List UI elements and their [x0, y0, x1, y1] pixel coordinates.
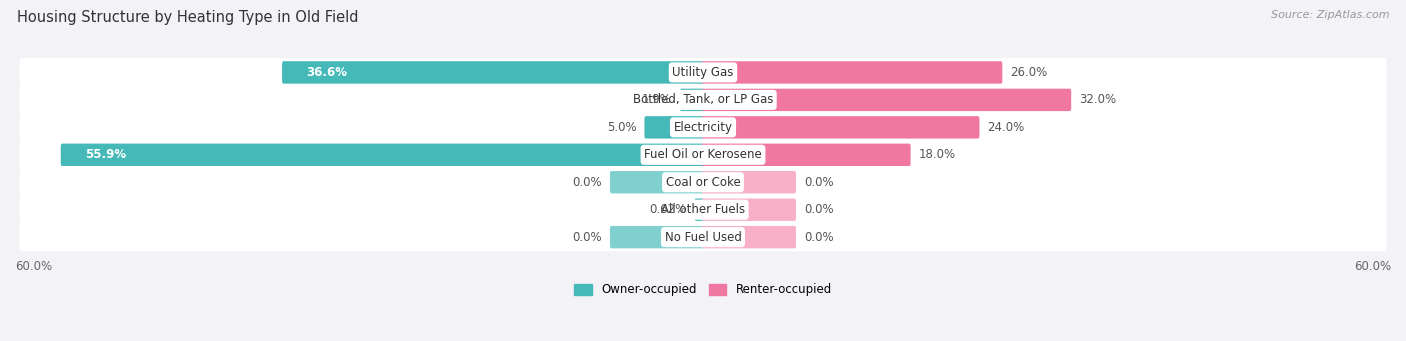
Text: Coal or Coke: Coal or Coke [665, 176, 741, 189]
Text: 0.0%: 0.0% [572, 176, 602, 189]
FancyBboxPatch shape [702, 226, 796, 248]
Text: Electricity: Electricity [673, 121, 733, 134]
FancyBboxPatch shape [702, 89, 1071, 111]
Text: 60.0%: 60.0% [15, 261, 52, 273]
FancyBboxPatch shape [695, 198, 704, 221]
FancyBboxPatch shape [681, 89, 704, 111]
FancyBboxPatch shape [20, 58, 1386, 87]
Legend: Owner-occupied, Renter-occupied: Owner-occupied, Renter-occupied [569, 279, 837, 301]
FancyBboxPatch shape [20, 168, 1386, 196]
FancyBboxPatch shape [702, 171, 796, 193]
Text: Fuel Oil or Kerosene: Fuel Oil or Kerosene [644, 148, 762, 161]
Text: No Fuel Used: No Fuel Used [665, 231, 741, 244]
FancyBboxPatch shape [20, 195, 1386, 224]
FancyBboxPatch shape [20, 113, 1386, 142]
Text: 0.0%: 0.0% [804, 203, 834, 216]
FancyBboxPatch shape [610, 226, 704, 248]
Text: 26.0%: 26.0% [1011, 66, 1047, 79]
Text: 0.62%: 0.62% [650, 203, 686, 216]
FancyBboxPatch shape [20, 223, 1386, 251]
FancyBboxPatch shape [702, 144, 911, 166]
Text: All other Fuels: All other Fuels [661, 203, 745, 216]
FancyBboxPatch shape [610, 171, 704, 193]
Text: 60.0%: 60.0% [1354, 261, 1391, 273]
FancyBboxPatch shape [20, 140, 1386, 169]
Text: 5.0%: 5.0% [607, 121, 637, 134]
Text: 55.9%: 55.9% [84, 148, 127, 161]
Text: 18.0%: 18.0% [918, 148, 956, 161]
FancyBboxPatch shape [20, 86, 1386, 114]
FancyBboxPatch shape [702, 61, 1002, 84]
Text: Housing Structure by Heating Type in Old Field: Housing Structure by Heating Type in Old… [17, 10, 359, 25]
FancyBboxPatch shape [60, 144, 704, 166]
Text: Utility Gas: Utility Gas [672, 66, 734, 79]
FancyBboxPatch shape [644, 116, 704, 138]
Text: 1.9%: 1.9% [643, 93, 672, 106]
Text: Source: ZipAtlas.com: Source: ZipAtlas.com [1271, 10, 1389, 20]
Text: 0.0%: 0.0% [572, 231, 602, 244]
Text: 0.0%: 0.0% [804, 231, 834, 244]
FancyBboxPatch shape [702, 116, 980, 138]
Text: Bottled, Tank, or LP Gas: Bottled, Tank, or LP Gas [633, 93, 773, 106]
Text: 32.0%: 32.0% [1080, 93, 1116, 106]
Text: 24.0%: 24.0% [987, 121, 1025, 134]
FancyBboxPatch shape [702, 198, 796, 221]
Text: 36.6%: 36.6% [307, 66, 347, 79]
Text: 0.0%: 0.0% [804, 176, 834, 189]
FancyBboxPatch shape [283, 61, 704, 84]
